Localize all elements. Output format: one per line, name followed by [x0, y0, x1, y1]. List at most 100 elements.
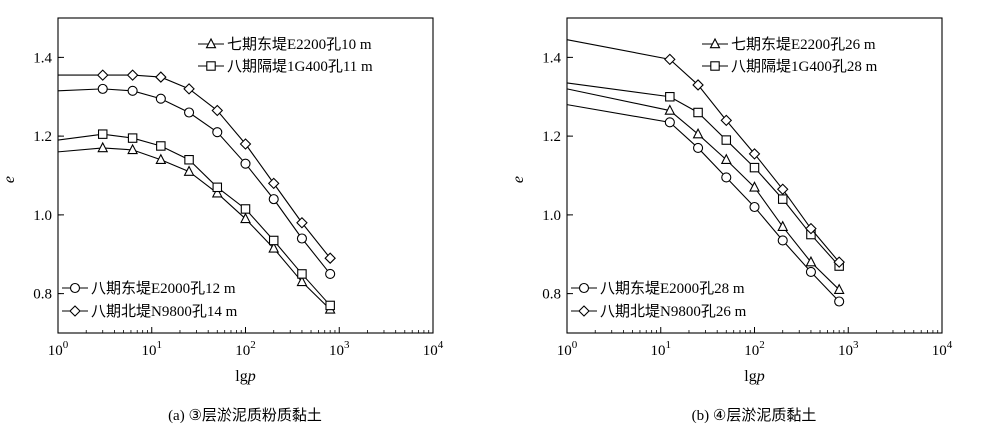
- square-marker: [325, 300, 335, 311]
- circle-marker: [212, 127, 223, 138]
- square-marker: [268, 235, 279, 246]
- chart-panel-b: 100 101 102 103 104 0.8 1.0 1.2 1.4 lgp e 七期东堤E2200…: [510, 17, 953, 424]
- series-diamond: [566, 39, 845, 268]
- circle-marker: [325, 268, 336, 279]
- circle-marker: [749, 201, 760, 213]
- diamond-marker: [296, 216, 308, 229]
- diamond-marker: [155, 71, 167, 83]
- legend-label: 七期东堤E2200孔10 m: [227, 36, 372, 53]
- circle-marker: [127, 85, 138, 96]
- x-axis: 100 101 102 103 104: [557, 327, 953, 359]
- circle-marker: [721, 172, 732, 183]
- series-line: [57, 88, 331, 275]
- series-circle: [57, 83, 336, 279]
- x-tick-label: 102: [235, 339, 256, 359]
- legend-label: 八期东堤E2000孔28 m: [600, 280, 745, 297]
- series-square: [566, 82, 844, 271]
- y-axis: 0.8 1.0 1.2 1.4: [542, 50, 573, 303]
- series-line: [566, 88, 840, 291]
- diamond-marker: [692, 79, 704, 91]
- square-marker: [749, 162, 760, 173]
- circle-marker: [155, 93, 166, 104]
- circle-marker: [97, 83, 108, 94]
- chart-panel-a: 100 101 102 103 104 0.8 1.0 1.2 1.4 lgp e 七期东堤E2200…: [1, 17, 444, 424]
- y-axis: 0.8 1.0 1.2 1.4: [33, 50, 64, 303]
- legend-square-marker: [206, 61, 216, 71]
- diamond-marker: [748, 148, 761, 160]
- diamond-marker: [239, 138, 252, 150]
- legend-label: 七期东堤E2200孔26 m: [731, 36, 876, 53]
- series-line: [566, 39, 840, 263]
- circle-marker: [693, 142, 704, 153]
- circle-marker: [777, 235, 788, 246]
- triangle-marker: [833, 283, 845, 294]
- x-axis-label: lgp: [235, 368, 255, 385]
- triangle-marker: [805, 255, 817, 267]
- x-tick-label: 100: [557, 339, 578, 359]
- x-tick-label: 101: [651, 339, 672, 359]
- diamond-marker: [720, 114, 733, 127]
- diamond-marker: [96, 69, 109, 81]
- triangle-marker: [183, 165, 195, 176]
- square-marker: [777, 194, 788, 204]
- circle-marker: [268, 194, 279, 205]
- circle-marker: [240, 158, 251, 169]
- circle-marker: [184, 107, 195, 118]
- square-marker: [721, 135, 732, 145]
- x-axis: 100 101 102 103 104: [48, 327, 444, 359]
- legend-label: 八期隔堤1G400孔11 m: [227, 58, 373, 75]
- triangle-marker: [211, 187, 223, 198]
- legend-label: 八期东堤E2000孔12 m: [91, 280, 236, 297]
- square-marker: [240, 204, 251, 214]
- triangle-marker: [97, 141, 109, 153]
- legend-label: 八期北堤N9800孔14 m: [91, 303, 238, 320]
- series-line: [566, 82, 840, 267]
- x-tick-label: 104: [423, 339, 444, 359]
- legend-diamond-marker: [578, 305, 590, 317]
- legend-triangle-marker: [205, 37, 217, 49]
- square-marker: [665, 92, 675, 102]
- triangle-marker: [720, 153, 732, 164]
- square-marker: [693, 107, 703, 118]
- legend-triangle-marker: [709, 37, 721, 49]
- diamond-marker: [664, 53, 676, 66]
- diamond-marker: [776, 183, 789, 196]
- y-tick-label: 1.0: [542, 208, 561, 224]
- triangle-marker: [240, 212, 251, 224]
- x-tick-label: 102: [744, 339, 765, 359]
- legend-top: 七期东堤E2200孔26 m 八期隔堤1G400孔28 m: [702, 36, 878, 75]
- triangle-marker: [155, 153, 167, 164]
- triangle-marker: [692, 127, 704, 139]
- circle-marker: [805, 266, 816, 278]
- legend-circle-marker: [578, 282, 590, 294]
- triangle-marker: [268, 242, 280, 253]
- x-tick-label: 101: [142, 339, 163, 359]
- square-marker: [212, 182, 223, 193]
- series-line: [57, 147, 331, 310]
- y-tick-label: 1.0: [33, 208, 52, 224]
- square-marker: [156, 141, 166, 151]
- triangle-marker: [777, 220, 789, 231]
- x-axis-label: lgp: [744, 368, 764, 385]
- series-line: [57, 133, 331, 306]
- x-tick-label: 103: [838, 339, 859, 359]
- y-tick-label: 0.8: [542, 287, 561, 303]
- series-triangle: [57, 141, 336, 314]
- series-line: [566, 104, 840, 302]
- series-triangle: [566, 88, 845, 294]
- legend-circle-marker: [69, 282, 81, 294]
- circle-marker: [296, 233, 307, 244]
- y-axis-label: e: [1, 176, 18, 183]
- y-tick-label: 1.2: [33, 129, 52, 145]
- figure-caption: (a) ③层淤泥质粉质黏土: [168, 407, 322, 424]
- triangle-marker: [296, 275, 308, 287]
- square-marker: [127, 133, 138, 143]
- series-square: [57, 129, 335, 311]
- y-tick-label: 1.4: [33, 50, 52, 66]
- diamond-marker: [183, 83, 195, 95]
- legend-square-marker: [710, 61, 720, 71]
- triangle-marker: [127, 143, 139, 155]
- circle-marker: [664, 117, 675, 128]
- series-circle: [566, 104, 845, 307]
